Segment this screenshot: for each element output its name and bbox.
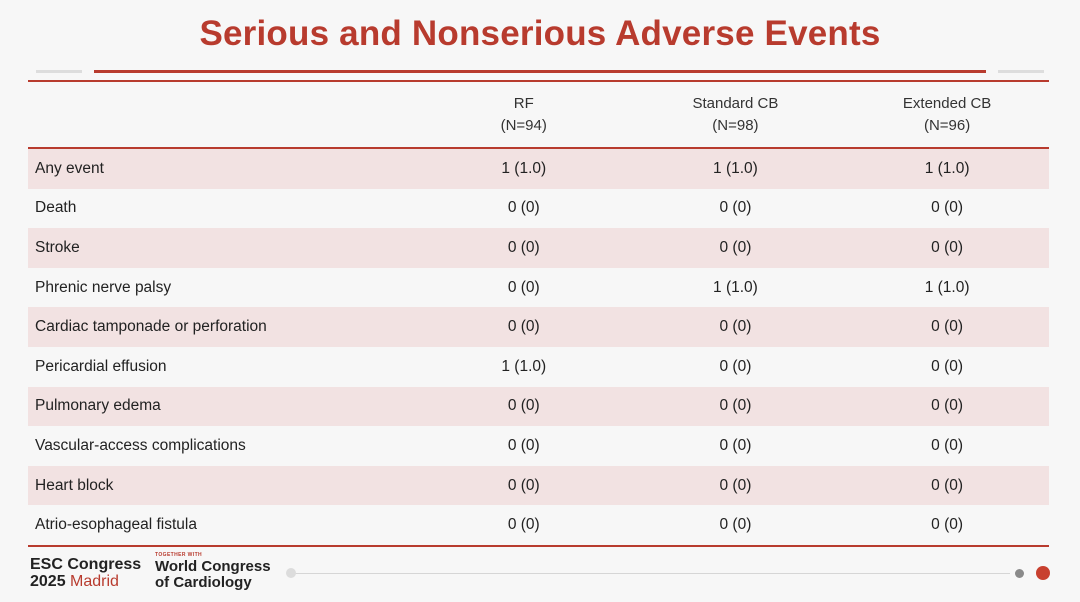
row-label: Any event bbox=[35, 159, 104, 177]
column-name: RF bbox=[513, 94, 534, 112]
together-with-text: TOGETHER WITH bbox=[155, 552, 203, 558]
esc-logo-city: Madrid bbox=[70, 573, 119, 590]
table-header-row: RF (N=94) Standard CB (N=98) Extended CB… bbox=[28, 82, 1049, 149]
row-label: Heart block bbox=[35, 476, 114, 494]
esc-congress-logo: ESC Congress 2025 Madrid bbox=[30, 556, 141, 590]
table-row: Pericardial effusion 1 (1.0) 0 (0) 0 (0) bbox=[28, 347, 1049, 387]
cell-rf: 1 (1.0) bbox=[501, 357, 547, 375]
cell-rf: 0 (0) bbox=[507, 318, 540, 336]
cell-standard-cb: 0 (0) bbox=[719, 516, 752, 534]
cell-standard-cb: 0 (0) bbox=[719, 476, 752, 494]
title-rule-right bbox=[998, 70, 1044, 73]
esc-logo-year: 2025 bbox=[30, 573, 66, 590]
cell-rf: 0 (0) bbox=[507, 476, 540, 494]
cell-standard-cb: 0 (0) bbox=[719, 238, 752, 256]
table-top-rule bbox=[28, 80, 1049, 82]
cell-extended-cb: 0 (0) bbox=[931, 516, 964, 534]
cell-rf: 0 (0) bbox=[507, 397, 540, 415]
cell-rf: 0 (0) bbox=[507, 516, 540, 534]
esc-logo-line2: 2025 Madrid bbox=[30, 573, 141, 590]
cell-extended-cb: 0 (0) bbox=[931, 199, 964, 217]
cell-extended-cb: 0 (0) bbox=[931, 397, 964, 415]
wcc-logo-line1: World Congress bbox=[155, 558, 271, 575]
row-label: Stroke bbox=[35, 238, 80, 256]
esc-logo-line1: ESC Congress bbox=[30, 556, 142, 573]
cell-extended-cb: 1 (1.0) bbox=[924, 278, 970, 296]
cell-standard-cb: 0 (0) bbox=[719, 199, 752, 217]
slide-footer: ESC Congress 2025 Madrid TOGETHER WITH W… bbox=[30, 552, 1050, 596]
table-row: Pulmonary edema 0 (0) 0 (0) 0 (0) bbox=[28, 386, 1049, 427]
cell-rf: 0 (0) bbox=[507, 278, 540, 296]
table-row: Cardiac tamponade or perforation 0 (0) 0… bbox=[28, 307, 1049, 347]
row-label: Pulmonary edema bbox=[35, 397, 161, 415]
table-row: Phrenic nerve palsy 0 (0) 1 (1.0) 1 (1.0… bbox=[28, 268, 1049, 308]
cell-standard-cb: 1 (1.0) bbox=[713, 159, 758, 177]
adverse-events-table: RF (N=94) Standard CB (N=98) Extended CB… bbox=[28, 80, 1049, 547]
wcc-logo-line2: of Cardiology bbox=[155, 574, 252, 591]
cell-rf: 0 (0) bbox=[507, 436, 540, 454]
row-label: Death bbox=[35, 199, 77, 217]
cell-standard-cb: 0 (0) bbox=[719, 357, 752, 375]
row-label: Atrio-esophageal fistula bbox=[35, 516, 197, 534]
cell-standard-cb: 1 (1.0) bbox=[713, 278, 758, 296]
cell-standard-cb: 0 (0) bbox=[719, 318, 752, 336]
column-n: (N=94) bbox=[500, 116, 547, 134]
row-label: Cardiac tamponade or perforation bbox=[35, 318, 267, 336]
column-header-rf: RF (N=94) bbox=[422, 93, 626, 137]
slide-progress-line bbox=[292, 573, 1010, 574]
cell-extended-cb: 0 (0) bbox=[931, 476, 964, 494]
page-title: Serious and Nonserious Adverse Events bbox=[199, 14, 881, 53]
column-n: (N=96) bbox=[923, 116, 971, 134]
column-name: Extended CB bbox=[902, 94, 992, 112]
cell-extended-cb: 0 (0) bbox=[931, 318, 964, 336]
row-label: Phrenic nerve palsy bbox=[35, 278, 172, 296]
cell-standard-cb: 0 (0) bbox=[719, 436, 752, 454]
world-congress-logo: TOGETHER WITH World Congress of Cardiolo… bbox=[155, 552, 271, 591]
cell-extended-cb: 0 (0) bbox=[931, 357, 964, 375]
cell-standard-cb: 0 (0) bbox=[719, 397, 752, 415]
table-row: Stroke 0 (0) 0 (0) 0 (0) bbox=[28, 228, 1049, 268]
progress-position-dot bbox=[1015, 569, 1024, 578]
table-row: Vascular-access complications 0 (0) 0 (0… bbox=[28, 426, 1049, 466]
row-label: Vascular-access complications bbox=[35, 436, 246, 454]
table-row: Death 0 (0) 0 (0) 0 (0) bbox=[28, 189, 1049, 229]
progress-end-dot bbox=[1036, 566, 1050, 580]
table-bottom-rule bbox=[28, 544, 1049, 547]
cell-rf: 0 (0) bbox=[507, 238, 540, 256]
cell-extended-cb: 0 (0) bbox=[931, 436, 964, 454]
column-n: (N=98) bbox=[712, 116, 759, 134]
progress-start-dot bbox=[286, 568, 296, 578]
table-row: Atrio-esophageal fistula 0 (0) 0 (0) 0 (… bbox=[28, 505, 1049, 545]
row-label: Pericardial effusion bbox=[35, 357, 167, 375]
title-rule-left bbox=[36, 70, 82, 73]
column-header-extended-cb: Extended CB (N=96) bbox=[845, 93, 1049, 137]
title-rule bbox=[94, 70, 986, 73]
table-row: Any event 1 (1.0) 1 (1.0) 1 (1.0) bbox=[28, 149, 1049, 189]
cell-extended-cb: 1 (1.0) bbox=[924, 159, 970, 177]
cell-rf: 0 (0) bbox=[507, 199, 540, 217]
column-name: Standard CB bbox=[692, 94, 779, 112]
table-row: Heart block 0 (0) 0 (0) 0 (0) bbox=[28, 465, 1049, 506]
cell-rf: 1 (1.0) bbox=[501, 159, 547, 177]
cell-extended-cb: 0 (0) bbox=[931, 238, 964, 256]
column-header-standard-cb: Standard CB (N=98) bbox=[626, 93, 846, 137]
